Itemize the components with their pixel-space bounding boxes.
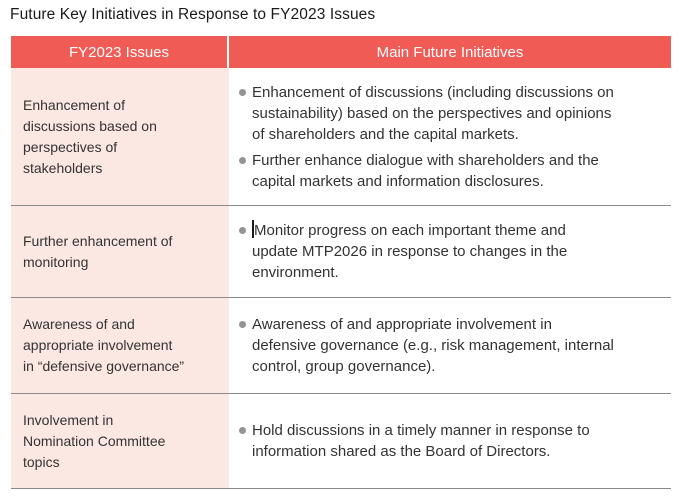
initiative-text: Hold discussions in a timely manner in r… [252,422,590,460]
list-item: Hold discussions in a timely manner in r… [239,420,671,462]
table-row: Awareness of and appropriate involvement… [11,297,671,393]
text-caret [252,220,254,238]
column-header-label: FY2023 Issues [68,43,170,61]
list-item: Awareness of and appropriate involvement… [239,314,671,377]
issue-cell: Enhancement of discussions based on pers… [11,68,229,205]
table-row: Further enhancement of monitoring Monito… [11,205,671,297]
table-row: Involvement in Nomination Committee topi… [11,393,671,488]
initiative-text: Further enhance dialogue with shareholde… [252,151,599,190]
page-title: Future Key Initiatives in Response to FY… [10,6,376,23]
column-header-fy2023-issues: FY2023 Issues [11,36,229,68]
bullet-icon [239,227,246,234]
issue-text: Awareness of and appropriate involvement… [23,316,185,374]
list-item: Monitor progress on each important theme… [239,220,671,283]
issue-text: Involvement in Nomination Committee topi… [23,411,166,470]
column-header-main-future-initiatives: Main Future Initiatives [229,36,671,68]
issue-cell: Awareness of and appropriate involvement… [11,298,229,393]
initiatives-cell: Hold discussions in a timely manner in r… [229,394,671,488]
initiative-text: Monitor progress on each important theme… [252,222,568,281]
table-body: Enhancement of discussions based on pers… [11,68,671,489]
bullet-icon [239,427,246,434]
initiatives-cell: Monitor progress on each important theme… [229,206,671,297]
bullet-icon [239,156,246,164]
initiatives-cell: Awareness of and appropriate involvement… [229,298,671,393]
initiative-text: Enhancement of discussions (including di… [252,83,614,143]
issue-cell: Further enhancement of monitoring [11,206,229,297]
bullet-icon [239,321,246,328]
list-item: Enhancement of discussions (including di… [239,82,671,145]
issue-text: Further enhancement of monitoring [23,232,173,270]
initiatives-table: FY2023 Issues Main Future Initiatives En… [11,36,671,489]
initiatives-cell: Enhancement of discussions (including di… [229,68,671,205]
issue-text: Enhancement of discussions based on pers… [23,96,157,176]
table-header-row: FY2023 Issues Main Future Initiatives [11,36,671,68]
column-header-label: Main Future Initiatives [376,43,524,61]
list-item: Further enhance dialogue with shareholde… [239,150,671,192]
initiative-text: Awareness of and appropriate involvement… [252,316,614,375]
table-row: Enhancement of discussions based on pers… [11,68,671,205]
issue-cell: Involvement in Nomination Committee topi… [11,394,229,488]
bullet-icon [239,88,246,96]
